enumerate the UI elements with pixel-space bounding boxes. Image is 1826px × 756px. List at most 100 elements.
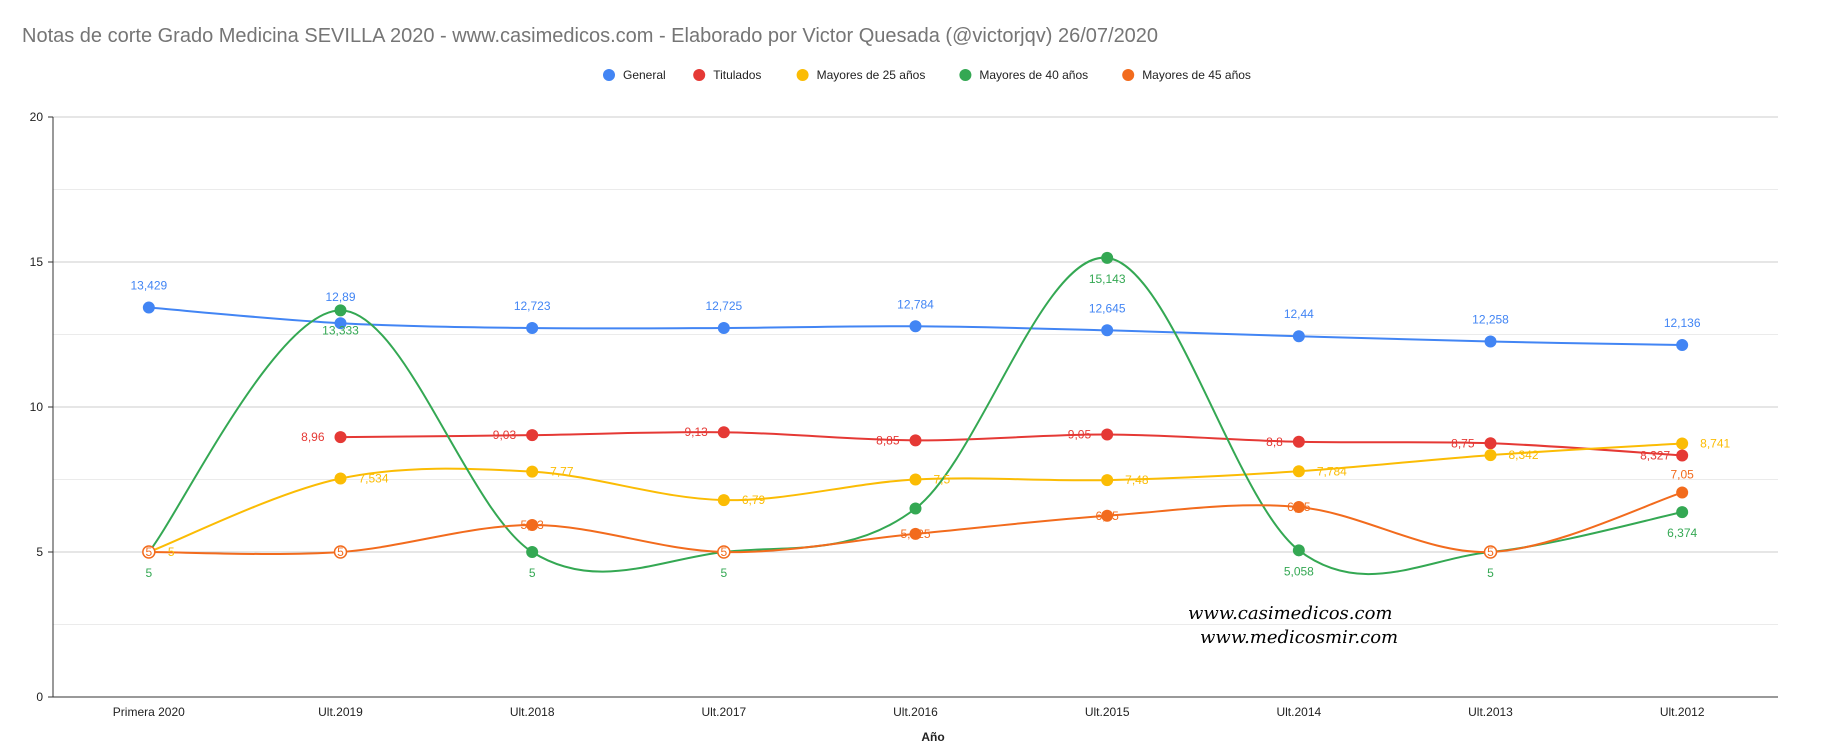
data-point-mayores-de-45-a-os[interactable]: [333, 545, 348, 559]
data-label-mayores-de-25-a-os: 8,342: [1509, 448, 1539, 462]
data-label-mayores-de-45-a-os: 6,55: [1287, 500, 1311, 514]
data-label-mayores-de-40-a-os: 13,333: [322, 323, 359, 337]
data-label-general: 12,258: [1472, 313, 1509, 327]
data-label-mayores-de-45-a-os: 5: [1487, 545, 1494, 559]
data-point-mayores-de-45-a-os[interactable]: [526, 519, 539, 532]
legend-item[interactable]: Mayores de 45 años: [1122, 68, 1251, 82]
data-point-mayores-de-25-a-os[interactable]: [1101, 474, 1114, 487]
data-point-mayores-de-45-a-os[interactable]: [1292, 501, 1305, 514]
legend: General Titulados Mayores de 25 años Mayore…: [603, 68, 1251, 82]
data-label-titulados: 8,8: [1266, 435, 1283, 449]
data-label-mayores-de-40-a-os: 5: [720, 566, 727, 580]
data-point-titulados[interactable]: [526, 429, 539, 442]
legend-item[interactable]: General: [603, 68, 666, 82]
data-point-general[interactable]: [1676, 339, 1689, 352]
data-point-general[interactable]: [526, 322, 539, 335]
watermark-casimedicos: www.casimedicos.com: [1188, 603, 1392, 624]
data-point-general[interactable]: [1101, 324, 1114, 337]
data-point-mayores-de-40-a-os[interactable]: [1676, 506, 1689, 519]
data-point-mayores-de-25-a-os[interactable]: [1292, 465, 1305, 478]
data-point-mayores-de-40-a-os[interactable]: [909, 502, 922, 515]
series-points: [142, 251, 1689, 559]
data-point-mayores-de-40-a-os[interactable]: [1292, 544, 1305, 557]
series-line-mayores-de-45-a-os: [148, 491, 1683, 555]
data-point-mayores-de-45-a-os[interactable]: [1483, 545, 1498, 559]
y-tick-label: 10: [30, 400, 44, 414]
x-tick-label: Ult.2012: [1660, 705, 1705, 719]
data-label-mayores-de-25-a-os: 8,741: [1700, 437, 1730, 451]
data-point-mayores-de-40-a-os[interactable]: [526, 546, 539, 558]
data-label-titulados: 9,13: [684, 425, 708, 439]
data-point-titulados[interactable]: [909, 434, 922, 447]
data-label-general: 12,89: [325, 290, 355, 304]
data-label-mayores-de-25-a-os: 7,534: [359, 472, 389, 486]
data-point-general[interactable]: [142, 301, 155, 314]
data-label-mayores-de-40-a-os: 15,143: [1089, 272, 1126, 286]
data-point-general[interactable]: [1292, 330, 1305, 343]
data-label-mayores-de-45-a-os: 7,05: [1670, 468, 1694, 482]
x-tick-label: Primera 2020: [113, 705, 185, 719]
data-point-mayores-de-40-a-os[interactable]: [334, 304, 347, 317]
chart-title: Notas de corte Grado Medicina SEVILLA 20…: [22, 25, 1158, 47]
data-point-mayores-de-25-a-os[interactable]: [909, 473, 922, 486]
x-tick-label: Ult.2019: [318, 705, 363, 719]
data-point-titulados[interactable]: [1101, 428, 1114, 441]
data-point-general[interactable]: [1484, 335, 1497, 348]
data-point-titulados[interactable]: [334, 431, 347, 444]
data-point-mayores-de-40-a-os[interactable]: [1101, 251, 1114, 264]
data-label-mayores-de-40-a-os: 5: [1487, 566, 1494, 580]
data-label-mayores-de-25-a-os: 7,48: [1125, 473, 1149, 487]
data-label-mayores-de-40-a-os: 5: [529, 566, 536, 580]
data-point-mayores-de-45-a-os[interactable]: [1101, 509, 1114, 522]
x-axis-title: Año: [921, 730, 944, 744]
data-label-general: 12,136: [1664, 316, 1701, 330]
data-label-mayores-de-25-a-os: 6,79: [742, 493, 766, 507]
legend-item[interactable]: Mayores de 25 años: [796, 68, 926, 82]
data-point-mayores-de-45-a-os[interactable]: [1676, 486, 1689, 499]
data-label-general: 12,784: [897, 297, 934, 311]
x-tick-label: Ult.2014: [1276, 705, 1321, 719]
legend-marker: [796, 69, 809, 81]
data-label-mayores-de-45-a-os: 5: [720, 545, 727, 559]
data-point-general[interactable]: [717, 321, 730, 334]
x-tick-label: Ult.2013: [1468, 705, 1513, 719]
data-point-mayores-de-45-a-os[interactable]: [717, 545, 731, 559]
legend-marker: [603, 69, 615, 81]
data-label-mayores-de-25-a-os: 5: [168, 545, 175, 559]
data-label-mayores-de-25-a-os: 7,77: [550, 465, 574, 479]
legend-item[interactable]: Mayores de 40 años: [959, 68, 1088, 82]
series-line-titulados: [340, 431, 1683, 457]
data-point-mayores-de-25-a-os[interactable]: [526, 465, 539, 478]
data-point-titulados[interactable]: [1676, 449, 1689, 462]
legend-marker: [959, 69, 972, 81]
data-label-general: 12,723: [514, 299, 551, 313]
x-tick-label: Ult.2016: [893, 705, 938, 719]
x-tick-label: Ult.2017: [701, 705, 746, 719]
y-tick-label: 5: [36, 545, 43, 559]
data-point-mayores-de-45-a-os[interactable]: [142, 545, 156, 559]
data-point-titulados[interactable]: [717, 426, 730, 439]
legend-label: Titulados: [713, 68, 761, 82]
legend-label: General: [623, 68, 666, 82]
data-point-titulados[interactable]: [1292, 435, 1305, 448]
axes: 0 5 10 15 20 Primera 2020 Ult.2019 Ult.2018 Ult.…: [30, 110, 1778, 719]
x-tick-label: Ult.2018: [510, 705, 555, 719]
data-point-general[interactable]: [909, 320, 922, 333]
data-point-mayores-de-45-a-os[interactable]: [909, 527, 922, 540]
data-label-general: 12,44: [1284, 307, 1314, 321]
data-label-mayores-de-25-a-os: 7,784: [1317, 464, 1347, 478]
data-label-mayores-de-45-a-os: 5: [337, 545, 344, 559]
data-label-general: 13,429: [130, 279, 167, 293]
legend-label: Mayores de 45 años: [1142, 68, 1251, 82]
legend-item[interactable]: Titulados: [693, 68, 761, 82]
data-label-mayores-de-40-a-os: 5: [145, 566, 152, 580]
data-point-mayores-de-25-a-os[interactable]: [1676, 437, 1689, 450]
data-label-mayores-de-40-a-os: 6,374: [1667, 526, 1697, 540]
data-point-mayores-de-25-a-os[interactable]: [717, 494, 730, 507]
data-label-titulados: 9,03: [493, 428, 517, 442]
data-point-mayores-de-25-a-os[interactable]: [1484, 449, 1497, 462]
data-point-mayores-de-25-a-os[interactable]: [334, 472, 347, 485]
data-point-general[interactable]: [334, 317, 347, 330]
data-label-mayores-de-25-a-os: 7,5: [934, 473, 951, 487]
data-point-titulados[interactable]: [1484, 437, 1497, 450]
